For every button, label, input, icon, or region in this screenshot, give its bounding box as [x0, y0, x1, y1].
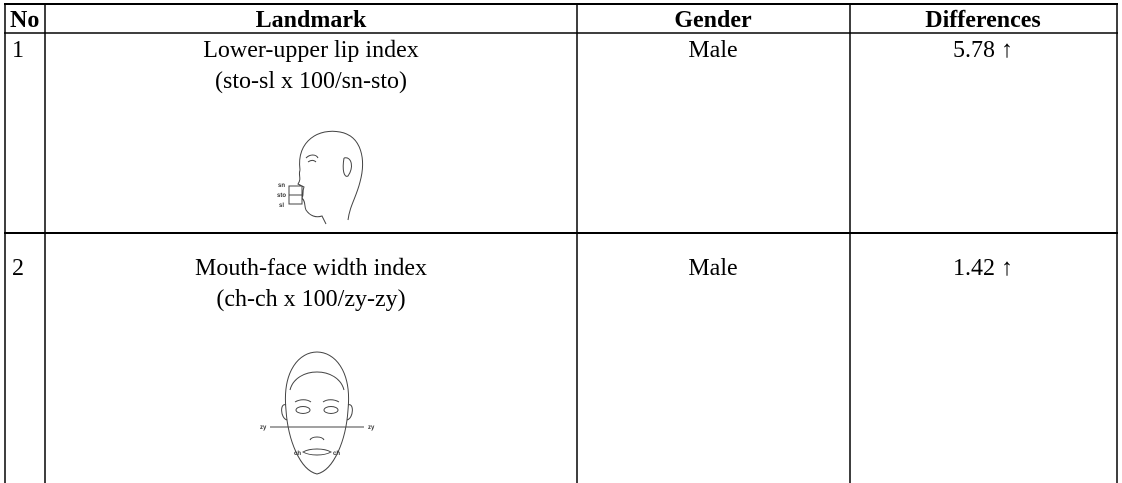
profile-illustration: sn sto sl — [277, 130, 363, 225]
gender: Male — [688, 37, 737, 63]
landmark-name: Lower-upper lip index — [203, 37, 418, 63]
header-cell: Landmark — [256, 7, 367, 33]
landmark-formula: (sto-sl x 100/sn-sto) — [215, 68, 407, 94]
row-number: 1 — [12, 37, 24, 63]
figure-label: ch — [333, 451, 340, 457]
figure-label: zy — [260, 425, 267, 431]
figure-label: sto — [277, 193, 286, 199]
frontal-illustration: zy zy ch ch — [260, 351, 375, 475]
figure-label: ch — [294, 451, 301, 457]
row-number: 2 — [12, 255, 24, 281]
header-cell: Differences — [925, 7, 1041, 33]
figure-label: sl — [279, 203, 284, 209]
difference: 5.78 ↑ — [953, 37, 1013, 63]
header-cell: No — [10, 7, 39, 33]
gender: Male — [688, 255, 737, 281]
difference: 1.42 ↑ — [953, 255, 1013, 281]
figure-label: zy — [368, 425, 375, 431]
figure-label: sn — [278, 183, 285, 189]
header-cell: Gender — [674, 7, 752, 33]
table-rules — [4, 3, 1118, 483]
landmark-name: Mouth-face width index — [195, 255, 427, 281]
landmark-formula: (ch-ch x 100/zy-zy) — [216, 286, 405, 312]
